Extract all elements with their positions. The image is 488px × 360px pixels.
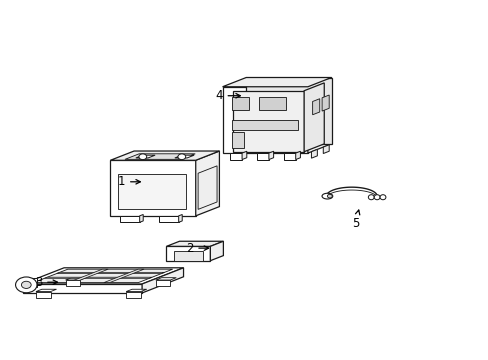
Polygon shape (222, 77, 331, 87)
Polygon shape (118, 174, 185, 209)
Ellipse shape (379, 195, 385, 200)
Polygon shape (68, 269, 108, 283)
Circle shape (21, 281, 31, 288)
Polygon shape (283, 153, 295, 159)
Polygon shape (156, 278, 176, 280)
Polygon shape (232, 132, 244, 148)
Polygon shape (229, 153, 242, 159)
Polygon shape (242, 151, 246, 159)
Polygon shape (222, 87, 307, 153)
Polygon shape (120, 216, 140, 222)
Polygon shape (295, 151, 300, 159)
Polygon shape (22, 284, 142, 293)
Polygon shape (173, 251, 203, 261)
Text: 2: 2 (185, 242, 208, 255)
Polygon shape (322, 95, 328, 111)
Polygon shape (259, 97, 285, 110)
Polygon shape (44, 277, 152, 278)
Polygon shape (175, 155, 194, 158)
Polygon shape (307, 77, 331, 153)
Polygon shape (198, 166, 217, 210)
Ellipse shape (322, 193, 332, 199)
Polygon shape (233, 91, 304, 152)
Ellipse shape (373, 195, 379, 200)
Text: 4: 4 (215, 89, 240, 102)
Polygon shape (110, 160, 195, 216)
Polygon shape (126, 292, 141, 298)
Polygon shape (323, 145, 328, 154)
Text: 3: 3 (35, 276, 58, 289)
Circle shape (16, 277, 37, 293)
Polygon shape (140, 215, 143, 222)
Polygon shape (311, 149, 317, 158)
Ellipse shape (367, 195, 373, 200)
Circle shape (178, 154, 185, 159)
Polygon shape (166, 241, 223, 246)
Polygon shape (166, 246, 210, 261)
Polygon shape (36, 289, 57, 292)
Polygon shape (268, 151, 273, 159)
Polygon shape (110, 151, 219, 160)
Polygon shape (20, 278, 37, 287)
Text: 5: 5 (351, 210, 359, 230)
Polygon shape (232, 120, 298, 130)
Polygon shape (103, 269, 144, 283)
Circle shape (139, 154, 146, 159)
Polygon shape (57, 273, 164, 274)
Polygon shape (136, 155, 155, 158)
Polygon shape (256, 153, 268, 159)
Polygon shape (159, 216, 178, 222)
Polygon shape (156, 280, 170, 287)
Polygon shape (125, 154, 195, 159)
Polygon shape (232, 97, 249, 110)
Polygon shape (65, 280, 80, 287)
Polygon shape (22, 268, 183, 284)
Polygon shape (178, 215, 182, 222)
Polygon shape (210, 241, 223, 261)
Polygon shape (142, 268, 183, 293)
Polygon shape (312, 99, 319, 115)
Polygon shape (126, 289, 146, 292)
Polygon shape (246, 77, 331, 144)
Polygon shape (304, 83, 324, 152)
Polygon shape (34, 269, 172, 283)
Polygon shape (195, 151, 219, 216)
Polygon shape (65, 278, 86, 280)
Polygon shape (36, 292, 50, 298)
Ellipse shape (327, 194, 331, 198)
Text: 1: 1 (117, 175, 140, 188)
